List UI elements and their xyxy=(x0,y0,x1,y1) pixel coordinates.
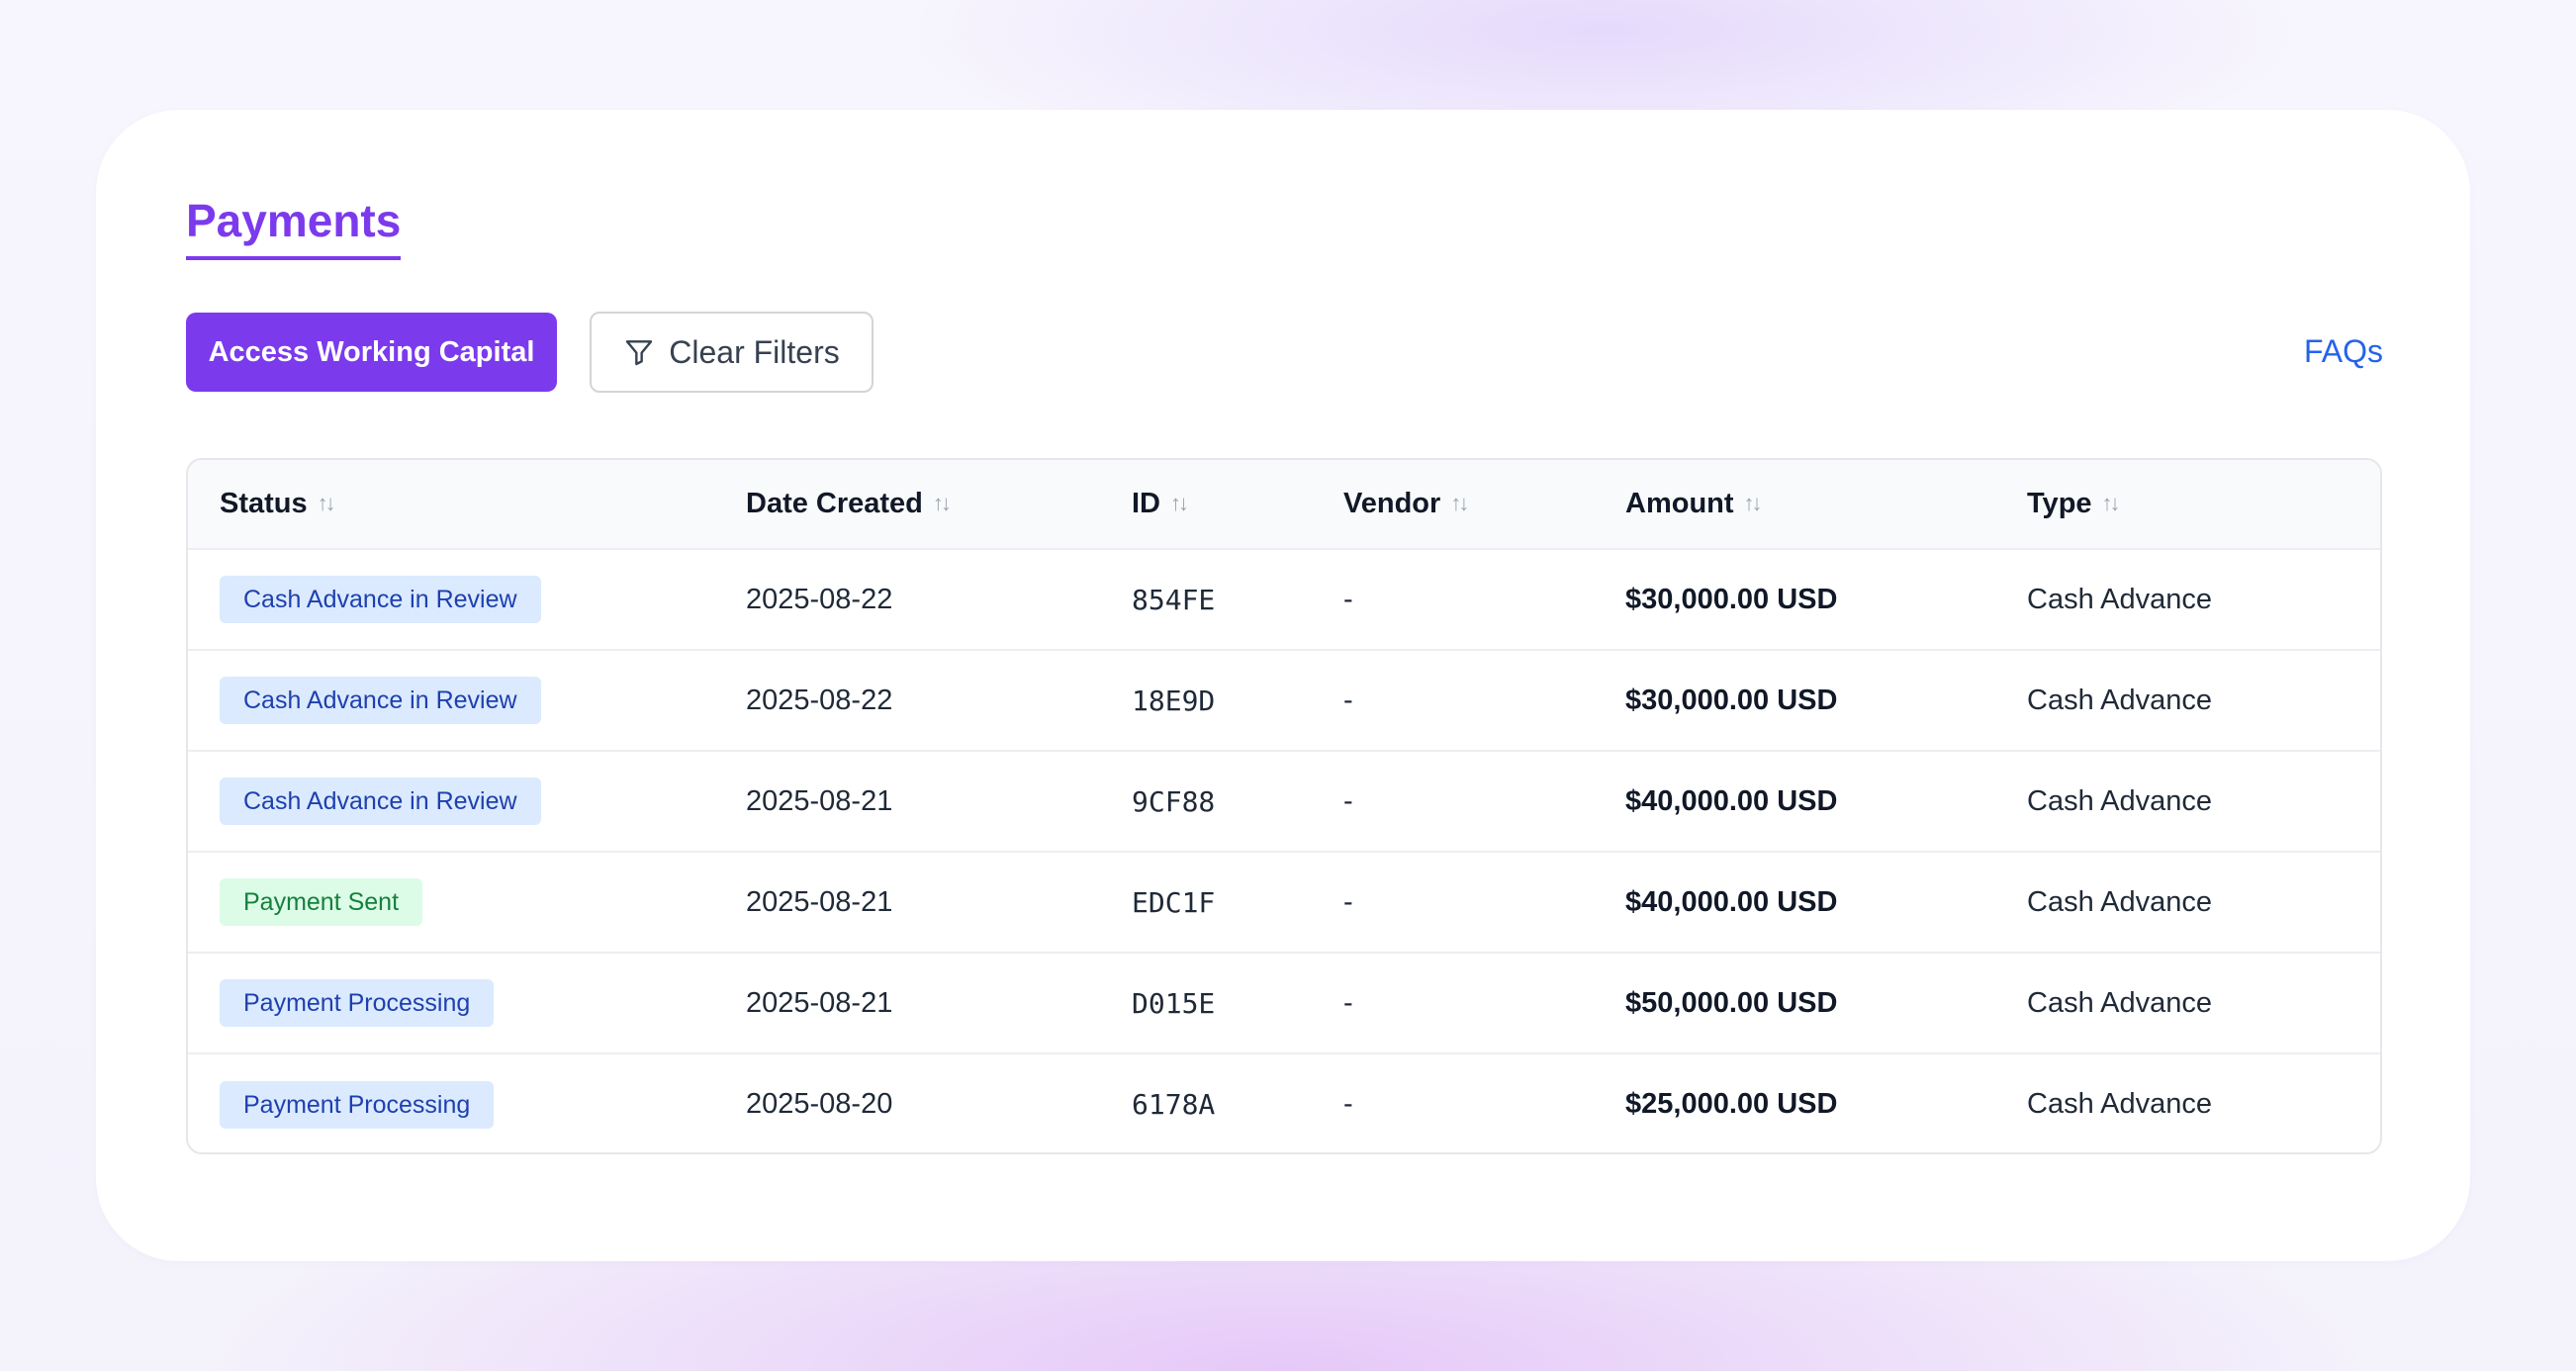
table-row[interactable]: Payment Processing 2025-08-20 6178A - $2… xyxy=(188,1053,2380,1152)
amount-cell: $30,000.00 USD xyxy=(1625,684,1838,716)
sort-arrows-icon[interactable]: ↑↓ xyxy=(2101,491,2121,515)
access-working-capital-button[interactable]: Access Working Capital xyxy=(186,313,557,392)
id-cell: 18E9D xyxy=(1132,684,1216,717)
status-badge: Cash Advance in Review xyxy=(220,677,541,724)
sort-arrows-icon[interactable]: ↑↓ xyxy=(1170,491,1189,515)
column-header-type[interactable]: Type ↑↓ xyxy=(2027,488,2121,519)
table-row[interactable]: Cash Advance in Review 2025-08-22 854FE … xyxy=(188,549,2380,650)
status-cell: Payment Sent xyxy=(188,852,746,953)
column-header-vendor[interactable]: Vendor ↑↓ xyxy=(1343,488,1469,519)
amount-cell: $40,000.00 USD xyxy=(1625,885,1838,918)
date-cell: 2025-08-21 xyxy=(746,986,893,1019)
filter-icon xyxy=(626,340,653,366)
vendor-cell: - xyxy=(1343,885,1353,918)
type-cell: Cash Advance xyxy=(2027,583,2213,615)
sort-arrows-icon[interactable]: ↑↓ xyxy=(1450,491,1469,515)
id-cell: 6178A xyxy=(1132,1088,1216,1121)
amount-cell: $50,000.00 USD xyxy=(1625,986,1838,1019)
table-header: Status ↑↓ Date Created ↑↓ ID ↑↓ Vendor ↑↓ Am… xyxy=(188,460,2380,549)
vendor-cell: - xyxy=(1343,1088,1353,1120)
payments-card: Payments Access Working Capital Clear Fi… xyxy=(96,110,2470,1261)
column-header-id[interactable]: ID ↑↓ xyxy=(1132,488,1189,519)
table-row[interactable]: Cash Advance in Review 2025-08-22 18E9D … xyxy=(188,650,2380,751)
faqs-link[interactable]: FAQs xyxy=(2303,333,2383,369)
type-cell: Cash Advance xyxy=(2027,885,2213,918)
column-header-amount[interactable]: Amount ↑↓ xyxy=(1625,488,1763,519)
clear-filters-label: Clear Filters xyxy=(669,333,840,370)
date-cell: 2025-08-22 xyxy=(746,583,893,615)
status-badge: Payment Processing xyxy=(220,1080,495,1129)
id-cell: 9CF88 xyxy=(1132,784,1216,818)
status-cell: Cash Advance in Review xyxy=(188,751,746,852)
table-row[interactable]: Payment Processing 2025-08-21 D015E - $5… xyxy=(188,953,2380,1053)
amount-cell: $25,000.00 USD xyxy=(1625,1088,1838,1120)
status-cell: Payment Processing xyxy=(188,953,746,1053)
table-row[interactable]: Cash Advance in Review 2025-08-21 9CF88 … xyxy=(188,751,2380,852)
type-cell: Cash Advance xyxy=(2027,986,2213,1019)
column-header-date-created[interactable]: Date Created ↑↓ xyxy=(746,488,952,519)
payments-table: Status ↑↓ Date Created ↑↓ ID ↑↓ Vendor ↑↓ Am… xyxy=(186,458,2382,1154)
table-body: Cash Advance in Review 2025-08-22 854FE … xyxy=(188,549,2380,1152)
sort-arrows-icon[interactable]: ↑↓ xyxy=(1743,491,1763,515)
type-cell: Cash Advance xyxy=(2027,684,2213,716)
date-cell: 2025-08-20 xyxy=(746,1088,893,1120)
sort-arrows-icon[interactable]: ↑↓ xyxy=(317,491,336,515)
vendor-cell: - xyxy=(1343,784,1353,817)
vendor-cell: - xyxy=(1343,583,1353,615)
id-cell: D015E xyxy=(1132,986,1216,1020)
clear-filters-button[interactable]: Clear Filters xyxy=(590,312,874,393)
id-cell: EDC1F xyxy=(1132,885,1216,919)
date-cell: 2025-08-22 xyxy=(746,684,893,716)
type-cell: Cash Advance xyxy=(2027,784,2213,817)
status-cell: Cash Advance in Review xyxy=(188,650,746,751)
page-title[interactable]: Payments xyxy=(186,191,402,260)
status-badge: Cash Advance in Review xyxy=(220,576,541,623)
date-cell: 2025-08-21 xyxy=(746,885,893,918)
vendor-cell: - xyxy=(1343,986,1353,1019)
status-cell: Cash Advance in Review xyxy=(188,549,746,650)
amount-cell: $40,000.00 USD xyxy=(1625,784,1838,817)
amount-cell: $30,000.00 USD xyxy=(1625,583,1838,615)
sort-arrows-icon[interactable]: ↑↓ xyxy=(932,491,952,515)
status-badge: Payment Sent xyxy=(220,878,423,926)
status-badge: Payment Processing xyxy=(220,979,495,1027)
type-cell: Cash Advance xyxy=(2027,1088,2213,1120)
date-cell: 2025-08-21 xyxy=(746,784,893,817)
id-cell: 854FE xyxy=(1132,583,1216,616)
vendor-cell: - xyxy=(1343,684,1353,716)
table-row[interactable]: Payment Sent 2025-08-21 EDC1F - $40,000.… xyxy=(188,852,2380,953)
status-cell: Payment Processing xyxy=(188,1053,746,1152)
column-header-status[interactable]: Status ↑↓ xyxy=(220,488,336,519)
status-badge: Cash Advance in Review xyxy=(220,777,541,825)
